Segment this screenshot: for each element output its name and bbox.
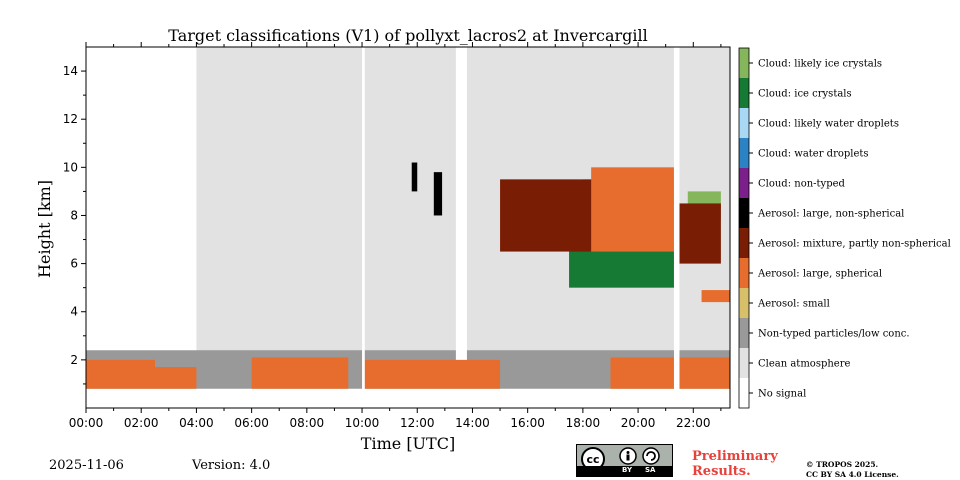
colorbar-swatch-9 — [739, 318, 749, 348]
preliminary-results-note: Preliminary Results. — [692, 449, 778, 479]
axes: 00:00 02:00 04:00 06:00 08:00 10:00 12:00 14:00… — [63, 42, 731, 430]
colorbar-label-10: Clean atmosphere — [758, 359, 851, 370]
colorbar-swatch-10 — [739, 348, 749, 378]
colorbar-swatch-0 — [739, 48, 749, 78]
colorbar-label-7: Aerosol: large, spherical — [757, 269, 882, 280]
class-region-16 — [362, 47, 365, 408]
x-tick-label-2: 04:00 — [179, 416, 214, 430]
class-region-5 — [362, 359, 501, 389]
y-axis-label: Height [km] — [35, 180, 54, 278]
x-tick-label-8: 16:00 — [510, 416, 545, 430]
x-tick-label-10: 20:00 — [621, 416, 656, 430]
colorbar-label-9: Non-typed particles/low conc. — [758, 329, 910, 340]
class-region-18 — [673, 47, 680, 408]
colorbar-label-3: Cloud: water droplets — [758, 149, 869, 160]
date-label: 2025-11-06 — [49, 458, 124, 473]
colorbar-swatch-5 — [739, 198, 749, 228]
plot-area — [86, 47, 730, 408]
colorbar-swatch-6 — [739, 228, 749, 258]
y-tick-label-2: 6 — [70, 257, 78, 271]
class-region-7 — [701, 290, 730, 303]
colorbar-swatch-3 — [739, 138, 749, 168]
x-tick-label-9: 18:00 — [566, 416, 601, 430]
license-note: © TROPOS 2025. CC BY SA 4.0 License. — [806, 460, 899, 480]
class-region-11 — [500, 179, 597, 252]
colorbar-label-6: Aerosol: mixture, partly non-spherical — [757, 239, 951, 250]
x-tick-label-3: 06:00 — [234, 416, 269, 430]
preliminary-line-1: Preliminary — [692, 449, 778, 464]
colorbar-swatch-2 — [739, 108, 749, 138]
chart-title: Target classifications (V1) of pollyxt_l… — [168, 26, 647, 45]
x-axis-label: Time [UTC] — [361, 434, 455, 453]
y-tick-label-0: 2 — [70, 353, 78, 367]
plot-frame — [85, 46, 731, 409]
class-region-3 — [155, 367, 197, 389]
class-region-15 — [433, 172, 443, 216]
colorbar-swatch-8 — [739, 288, 749, 318]
class-region-12 — [679, 203, 721, 264]
colorbar-label-4: Cloud: non-typed — [758, 179, 846, 190]
version-label: Version: 4.0 — [192, 458, 271, 473]
colorbar-label-2: Cloud: likely water droplets — [758, 119, 899, 130]
x-tick-label-5: 10:00 — [345, 416, 380, 430]
colorbar-swatch-4 — [739, 168, 749, 198]
cc-icon — [581, 447, 605, 467]
badge-by-text: BY — [622, 466, 633, 474]
preliminary-line-2: Results. — [692, 464, 751, 479]
y-tick-label-5: 12 — [63, 112, 78, 126]
class-region-6 — [610, 357, 730, 389]
class-region-13 — [591, 167, 674, 252]
colorbar-swatch-1 — [739, 78, 749, 108]
y-tick-label-3: 8 — [70, 208, 78, 222]
colorbar-label-5: Aerosol: large, non-spherical — [757, 209, 904, 220]
copyright-text: © TROPOS 2025. — [806, 460, 879, 469]
colorbar-label-11: No signal — [758, 389, 806, 400]
y-tick-label-6: 14 — [63, 64, 78, 78]
colorbar-label-0: Cloud: likely ice crystals — [758, 59, 882, 70]
colorbar-label-8: Aerosol: small — [757, 299, 830, 310]
x-tick-label-4: 08:00 — [290, 416, 325, 430]
colorbar-swatch-11 — [739, 378, 749, 408]
class-region-2 — [86, 359, 156, 389]
colorbar-legend: Cloud: likely ice crystals Cloud: ice cry… — [738, 47, 951, 409]
cc-license-badge[interactable]: cc BY SA — [576, 444, 673, 477]
colorbar-swatch-7 — [739, 258, 749, 288]
y-tick-label-1: 4 — [70, 305, 78, 319]
x-tick-label-1: 02:00 — [124, 416, 159, 430]
badge-sa-text: SA — [645, 466, 656, 474]
class-region-17 — [455, 47, 467, 360]
y-tick-label-4: 10 — [63, 160, 78, 174]
x-tick-label-6: 12:00 — [400, 416, 435, 430]
class-region-14 — [411, 162, 418, 192]
license-text: CC BY SA 4.0 License. — [806, 470, 899, 479]
class-region-4 — [251, 357, 349, 389]
x-tick-label-0: 00:00 — [69, 416, 104, 430]
cc-icon-text: cc — [586, 453, 599, 466]
colorbar-label-1: Cloud: ice crystals — [758, 89, 852, 100]
share-alike-icon — [642, 447, 660, 465]
colorbar-frame — [738, 47, 750, 409]
x-tick-label-7: 14:00 — [455, 416, 490, 430]
x-tick-label-11: 22:00 — [676, 416, 711, 430]
